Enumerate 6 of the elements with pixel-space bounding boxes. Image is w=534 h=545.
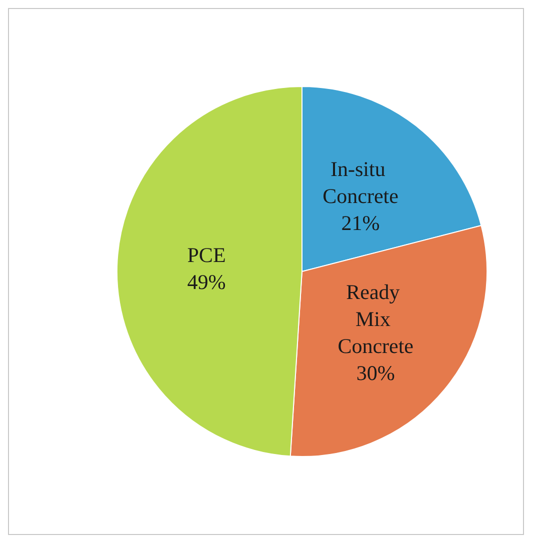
slice-label: In-situ Concrete [322,157,398,208]
data-label: 30% [356,360,395,385]
slice-label: Ready Mix Concrete [338,280,414,358]
data-label: 21% [341,211,380,236]
data-label: 49% [187,270,226,294]
slice-label: PCE [187,243,226,267]
